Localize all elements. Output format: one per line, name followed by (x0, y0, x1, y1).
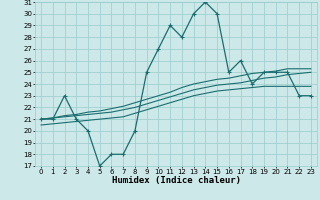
X-axis label: Humidex (Indice chaleur): Humidex (Indice chaleur) (111, 176, 241, 185)
